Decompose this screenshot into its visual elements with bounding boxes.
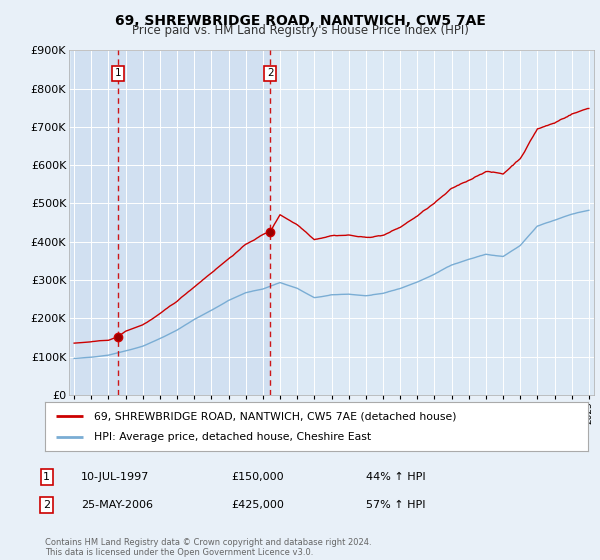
Text: 1: 1 bbox=[115, 68, 121, 78]
Text: 2: 2 bbox=[267, 68, 274, 78]
Text: HPI: Average price, detached house, Cheshire East: HPI: Average price, detached house, Ches… bbox=[94, 432, 371, 442]
Text: £150,000: £150,000 bbox=[231, 472, 284, 482]
Text: 44% ↑ HPI: 44% ↑ HPI bbox=[366, 472, 425, 482]
Text: £425,000: £425,000 bbox=[231, 500, 284, 510]
Text: Contains HM Land Registry data © Crown copyright and database right 2024.
This d: Contains HM Land Registry data © Crown c… bbox=[45, 538, 371, 557]
Text: 69, SHREWBRIDGE ROAD, NANTWICH, CW5 7AE (detached house): 69, SHREWBRIDGE ROAD, NANTWICH, CW5 7AE … bbox=[94, 411, 457, 421]
Text: 25-MAY-2006: 25-MAY-2006 bbox=[81, 500, 153, 510]
Text: 10-JUL-1997: 10-JUL-1997 bbox=[81, 472, 149, 482]
Text: 69, SHREWBRIDGE ROAD, NANTWICH, CW5 7AE: 69, SHREWBRIDGE ROAD, NANTWICH, CW5 7AE bbox=[115, 14, 485, 28]
Text: 1: 1 bbox=[43, 472, 50, 482]
Text: 57% ↑ HPI: 57% ↑ HPI bbox=[366, 500, 425, 510]
Text: 2: 2 bbox=[43, 500, 50, 510]
Bar bbox=[71, 50, 270, 395]
Text: Price paid vs. HM Land Registry's House Price Index (HPI): Price paid vs. HM Land Registry's House … bbox=[131, 24, 469, 37]
